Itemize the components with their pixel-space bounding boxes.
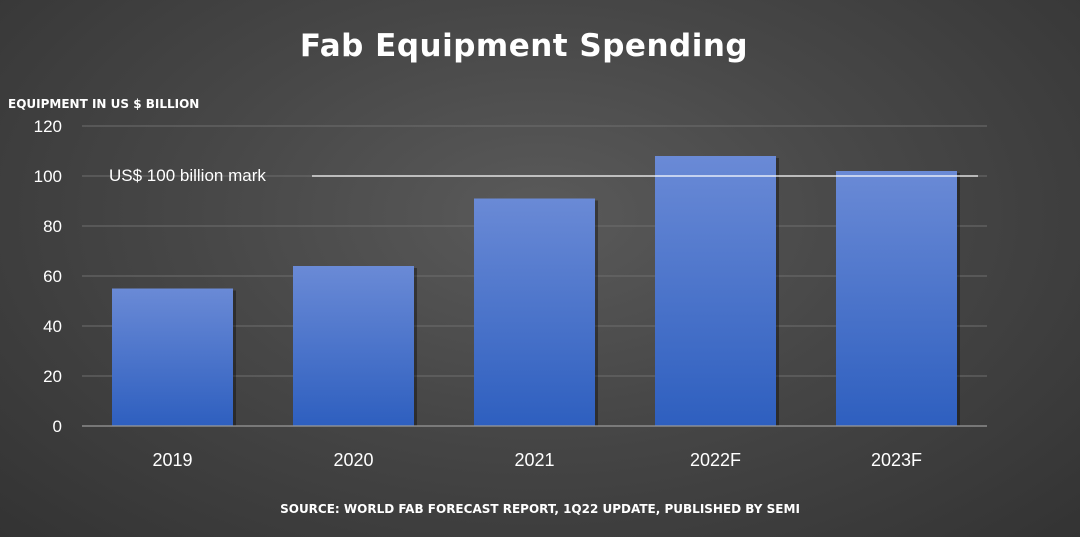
chart-title: Fab Equipment Spending (300, 28, 748, 64)
y-tick-label-0: 0 (53, 417, 62, 436)
y-tick-label-40: 40 (43, 317, 62, 336)
bar-2023F (836, 171, 957, 426)
x-category-label-2023F: 2023F (871, 450, 922, 470)
reference-line-label: US$ 100 billion mark (109, 166, 266, 185)
x-category-label-2020: 2020 (333, 450, 373, 470)
x-axis-categories: 2019 2020 2021 2022F 2023F (152, 450, 922, 470)
y-tick-label-80: 80 (43, 217, 62, 236)
bars (112, 156, 960, 426)
bar-2019 (112, 288, 233, 426)
x-category-label-2022F: 2022F (690, 450, 741, 470)
y-axis-label: EQUIPMENT IN US $ BILLION (8, 97, 199, 111)
source-note: SOURCE: WORLD FAB FORECAST REPORT, 1Q22 … (280, 502, 800, 516)
y-tick-label-120: 120 (34, 117, 62, 136)
y-axis-ticks: 0 20 40 60 80 100 120 (34, 117, 62, 436)
y-tick-label-60: 60 (43, 267, 62, 286)
bar-2021 (474, 198, 595, 426)
bar-2022F (655, 156, 776, 426)
x-category-label-2021: 2021 (514, 450, 554, 470)
reference-line-group: US$ 100 billion mark (109, 166, 978, 185)
y-tick-label-100: 100 (34, 167, 62, 186)
x-category-label-2019: 2019 (152, 450, 192, 470)
y-tick-label-20: 20 (43, 367, 62, 386)
bar-2020 (293, 266, 414, 426)
